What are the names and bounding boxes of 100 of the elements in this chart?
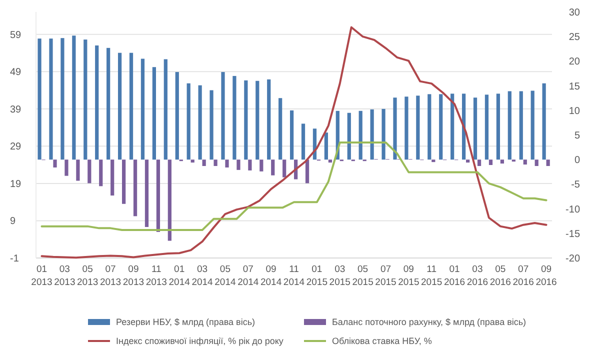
x-tick-label: 01 2013 (31, 264, 52, 288)
x-tick-label: 11 2015 (421, 264, 442, 288)
bar (428, 94, 432, 160)
bar (382, 108, 386, 160)
y2-tick-label: -5 (571, 180, 580, 191)
bar (38, 38, 42, 160)
x-tick-label: 05 2015 (352, 264, 374, 288)
bar (236, 160, 240, 170)
y-tick-label: 9 (10, 216, 16, 228)
bar (64, 160, 68, 176)
bar (106, 48, 110, 160)
bar (519, 91, 523, 160)
bar (99, 160, 103, 186)
x-tick-label: 07 2015 (375, 264, 396, 288)
bar (271, 160, 275, 176)
y2-tick-label: 15 (568, 81, 580, 92)
bar (186, 83, 190, 160)
y2-tick-label: -20 (566, 254, 580, 264)
bar (198, 85, 202, 160)
y-tick-label: 29 (10, 142, 22, 153)
x-tick-label: 11 2014 (283, 264, 305, 288)
bar (72, 36, 76, 160)
x-tick-label: 05 2014 (214, 264, 236, 288)
bar (484, 94, 489, 160)
bar (530, 90, 534, 160)
y-tick-label: 19 (10, 178, 22, 190)
bar (267, 79, 271, 160)
bar (221, 72, 225, 160)
bar (404, 96, 408, 160)
bar (500, 160, 504, 164)
x-tick-label: 01 2016 (444, 264, 466, 288)
bar (133, 160, 138, 216)
bar (248, 160, 252, 170)
bar (416, 96, 420, 160)
bar (496, 94, 500, 160)
bar (488, 160, 493, 166)
bar (301, 124, 306, 160)
bar (278, 98, 282, 160)
y2-tick-label: 20 (568, 56, 580, 68)
legend-label: Індекс споживчої інфляції, % рік до року (116, 336, 284, 346)
bar (210, 90, 214, 160)
bar (439, 94, 443, 160)
x-tick-label: 09 2014 (260, 264, 282, 288)
x-tick-label: 07 2013 (100, 264, 122, 288)
x-tick-label: 03 2015 (329, 264, 350, 288)
bar (370, 109, 374, 160)
bar (232, 76, 236, 160)
bar (282, 160, 286, 178)
bar (328, 160, 332, 163)
y2-tick-label: 0 (574, 155, 580, 166)
bar (88, 160, 92, 184)
legend-label: Резерви НБУ, $ млрд (права вісь) (116, 317, 256, 328)
y2-tick-label: 30 (568, 8, 580, 18)
bar (225, 160, 229, 168)
x-tick-label: 07 2016 (512, 264, 534, 288)
y-tick-label: 59 (10, 30, 22, 41)
bar (542, 83, 546, 160)
x-tick-label: 01 2015 (306, 264, 328, 288)
bar (256, 80, 260, 160)
bar (466, 160, 470, 163)
bar (76, 160, 80, 181)
bar (122, 160, 126, 204)
y2-tick-label: 25 (568, 32, 580, 44)
line-series (40, 141, 548, 232)
bar (260, 160, 264, 172)
line-series (40, 26, 548, 259)
bar (214, 160, 218, 166)
bar (202, 160, 206, 166)
bar (175, 72, 179, 160)
bar (477, 160, 482, 166)
bar (290, 110, 294, 160)
bar (129, 52, 134, 160)
bar (523, 160, 527, 165)
bar (95, 45, 99, 160)
y-tick-label: 39 (10, 104, 22, 116)
bar (324, 132, 328, 160)
bar (358, 110, 362, 160)
bar (190, 160, 194, 163)
x-tick-label: 03 2013 (54, 264, 76, 288)
bar (534, 160, 538, 166)
x-tick-label: 09 2015 (398, 264, 420, 288)
bar (144, 160, 149, 228)
bar (110, 160, 114, 196)
bar (347, 112, 351, 160)
y2-tick-label: 10 (568, 106, 580, 117)
bar (164, 59, 168, 160)
y2-tick-label: -10 (566, 204, 580, 216)
bar (450, 94, 454, 160)
legend-label: Облікова ставка НБУ, % (332, 336, 432, 346)
bar (152, 67, 156, 160)
bar (84, 40, 88, 160)
x-tick-label: 07 2014 (238, 264, 259, 288)
y2-tick-label: -15 (566, 228, 580, 240)
bar (156, 160, 160, 232)
y-tick-label: -1 (10, 254, 20, 264)
legend-label: Баланс поточного рахунку, $ млрд (права вісь) (332, 317, 526, 328)
bar (140, 58, 145, 160)
y-tick-label: 49 (10, 67, 22, 78)
bar (432, 160, 436, 162)
x-tick-label: 03 2014 (192, 264, 213, 288)
